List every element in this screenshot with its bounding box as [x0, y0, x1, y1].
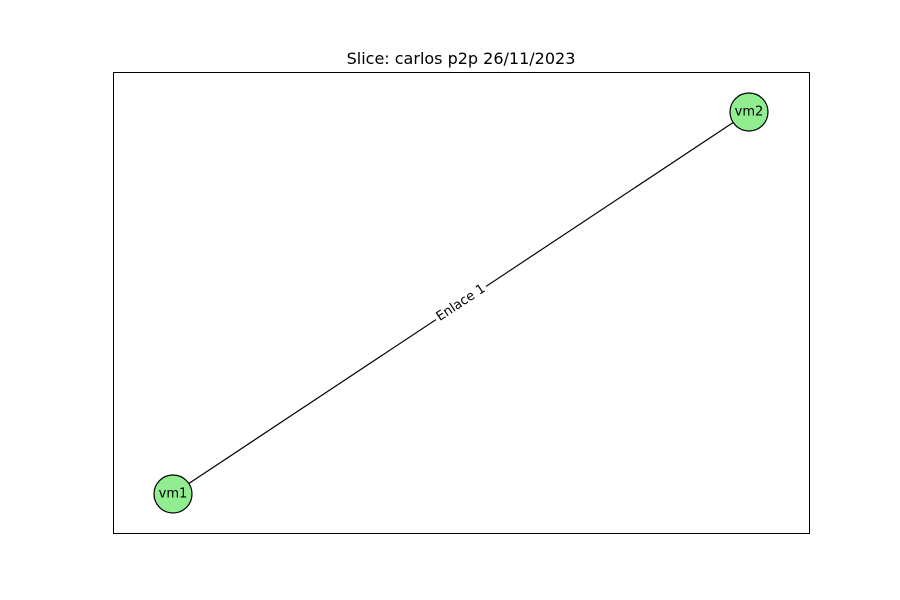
- edges-layer: Enlace 1: [172, 111, 750, 495]
- figure-title: Slice: carlos p2p 26/11/2023: [347, 49, 576, 68]
- node-label: vm2: [735, 105, 764, 120]
- nodes-layer: vm1 vm2: [153, 92, 769, 514]
- node-vm1[interactable]: vm1: [153, 474, 193, 514]
- plot-frame: [113, 72, 810, 534]
- edge-label: Enlace 1: [434, 281, 489, 324]
- edge-label-background: [431, 278, 491, 328]
- node-circle: [153, 474, 193, 514]
- node-vm2[interactable]: vm2: [729, 92, 769, 132]
- node-circle: [729, 92, 769, 132]
- node-label: vm1: [159, 487, 188, 502]
